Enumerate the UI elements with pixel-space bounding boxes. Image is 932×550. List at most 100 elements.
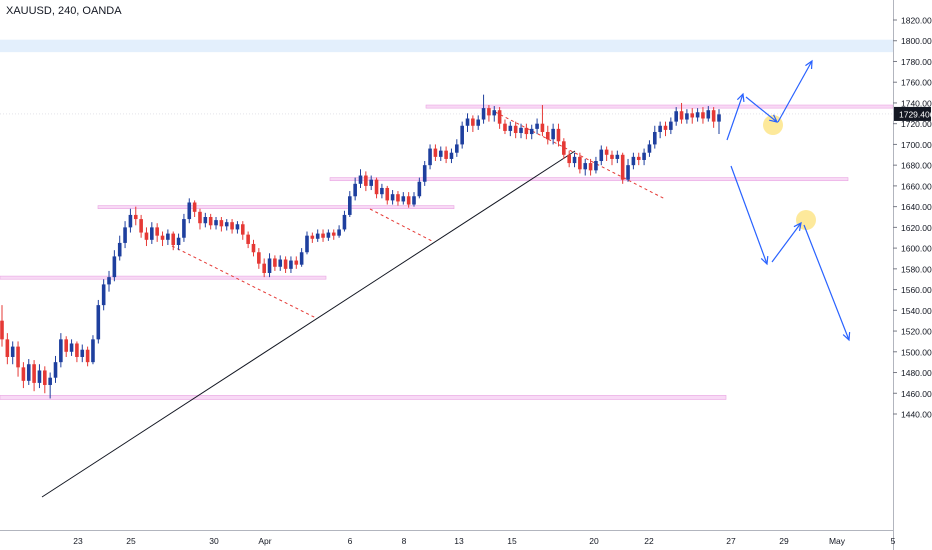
candle-body [679, 111, 684, 120]
candle-body [305, 235, 309, 253]
candle-body [262, 263, 266, 273]
candle-body [449, 152, 454, 159]
candle-body [529, 128, 534, 135]
candle-body [594, 161, 598, 171]
candle-body [455, 144, 459, 153]
candle-body [117, 242, 122, 257]
candle-body [133, 214, 138, 220]
candle-body [417, 181, 422, 197]
candle-body [10, 346, 15, 357]
candle-body [497, 110, 502, 124]
projection-arrow-head [769, 114, 779, 123]
candle-body [240, 224, 245, 235]
candle-body [85, 349, 90, 363]
projection-arrow-head [842, 331, 851, 342]
candle-body [278, 259, 283, 267]
candle-body [481, 108, 486, 120]
candle-body [37, 370, 42, 383]
candle-body [342, 214, 347, 230]
candle-body [674, 111, 678, 122]
price-tick-label: 1600.00 [901, 244, 932, 254]
price-tick-label: 1800.00 [901, 36, 932, 46]
candle-body [669, 121, 673, 130]
candle-body [551, 128, 555, 140]
last-price-tag [894, 106, 931, 121]
candle-body [166, 233, 170, 240]
candle-body [26, 364, 31, 381]
candle-body [658, 125, 662, 132]
candle-body [75, 343, 79, 357]
candle-body [230, 222, 234, 230]
projection-arrow [730, 165, 768, 265]
candle-body [315, 233, 320, 239]
descending-resistance-line [494, 111, 666, 200]
candle-body [428, 148, 432, 166]
projection-arrow [777, 60, 813, 123]
candle-body [663, 125, 668, 130]
candle-body [171, 233, 176, 245]
price-tick-label: 1560.00 [901, 285, 932, 295]
time-tick-label: 20 [589, 536, 599, 546]
symbol-title: XAUUSD, 240, OANDA [6, 5, 122, 17]
candle-body [0, 320, 4, 340]
candle-body [53, 362, 58, 378]
candle-body [139, 219, 143, 233]
candle-body [326, 232, 331, 238]
price-tick-label: 1740.00 [901, 98, 932, 108]
candle-body [610, 154, 614, 159]
price-tick-label: 1500.00 [901, 347, 932, 357]
time-tick-label: 25 [126, 536, 136, 546]
candle-body [219, 220, 224, 227]
candle-body [128, 214, 133, 228]
candle-body [572, 156, 577, 164]
candle-body [578, 156, 582, 170]
projection-arrow-head [805, 59, 813, 70]
candle-body [540, 123, 545, 132]
price-tick-label: 1520.00 [901, 327, 932, 337]
time-tick-label: 29 [779, 536, 789, 546]
candle-body [101, 284, 106, 306]
candle-body [380, 187, 384, 195]
projection-arrow [745, 96, 778, 123]
zone-2 [329, 177, 849, 182]
candle-body [567, 154, 571, 164]
candle-body [16, 346, 20, 368]
candle-body [545, 131, 550, 140]
candle-body [465, 118, 470, 126]
candle-body [208, 217, 213, 226]
candle-body [406, 196, 411, 205]
candle-body [626, 165, 630, 180]
price-tick-label: 1780.00 [901, 57, 932, 67]
candle-body [422, 165, 427, 182]
candle-body [96, 305, 101, 340]
candle-body [717, 114, 721, 122]
candle-body [310, 235, 315, 239]
projection-arrow-head [793, 221, 802, 231]
projection-arrow [771, 222, 802, 263]
price-tick-label: 1660.00 [901, 181, 932, 191]
candle-body [535, 123, 539, 129]
candle-body [187, 202, 192, 220]
candle-body [685, 113, 689, 120]
candle-body [91, 339, 95, 363]
time-tick-label: 15 [507, 536, 517, 546]
candle-body [21, 367, 26, 381]
candle-body [257, 252, 261, 264]
ascending-trendline [41, 150, 576, 498]
candle-body [267, 258, 272, 273]
candle-body [401, 196, 406, 202]
candle-body [331, 232, 336, 236]
candle-body [294, 260, 299, 265]
candle-body [224, 222, 229, 227]
price-tick-label: 1440.00 [901, 410, 932, 420]
price-tick-label: 1720.00 [901, 119, 932, 129]
time-tick-label: 30 [209, 536, 219, 546]
candle-body [476, 119, 481, 126]
candle-body [444, 150, 448, 159]
price-tick-label: 1820.00 [901, 16, 932, 26]
candle-body [615, 154, 620, 159]
candle-body [706, 110, 711, 119]
highlight-circle [763, 115, 783, 135]
